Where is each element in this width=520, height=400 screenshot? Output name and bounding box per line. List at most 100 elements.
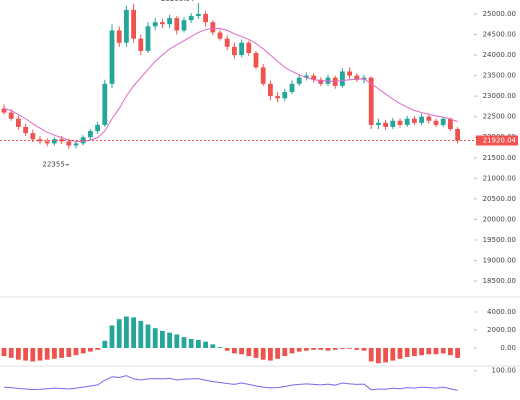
y-tick-label: 24500.00 xyxy=(483,31,516,39)
histogram-bar xyxy=(404,347,410,357)
histogram-bar xyxy=(131,317,136,348)
candle-body xyxy=(318,79,324,84)
candle-body xyxy=(275,96,280,99)
histogram-bar xyxy=(361,347,367,351)
candle-body xyxy=(448,118,453,130)
y-tick-label: 25000.00 xyxy=(483,10,516,18)
candle-body xyxy=(376,122,381,125)
histogram-bar xyxy=(376,347,381,364)
candle-body xyxy=(412,118,417,123)
histogram-bar xyxy=(347,347,352,349)
candle-body xyxy=(88,131,93,138)
candle-body xyxy=(282,92,288,99)
histogram-bar xyxy=(196,339,201,348)
histogram-bar xyxy=(289,347,295,354)
candle-body xyxy=(217,32,223,39)
candle-body xyxy=(246,42,252,54)
histogram-bar xyxy=(152,328,158,348)
candle-body xyxy=(66,141,72,146)
candle-body xyxy=(368,77,374,125)
histogram-bar xyxy=(383,347,388,363)
histogram-bar xyxy=(203,341,208,348)
histogram-bar xyxy=(440,347,446,354)
histogram-bar xyxy=(95,347,100,350)
histogram-bar xyxy=(397,347,403,359)
y-tick-label: 4000.00 xyxy=(487,308,516,316)
y-tick-label: 21500.00 xyxy=(483,154,516,162)
histogram-bar xyxy=(260,347,266,360)
histogram-bar xyxy=(145,324,151,348)
candle-body xyxy=(419,116,424,123)
histogram-bar xyxy=(253,347,259,358)
candle-body xyxy=(433,120,439,125)
histogram-bar xyxy=(426,347,432,355)
candle-body xyxy=(354,75,360,80)
y-tick-label: 23000.00 xyxy=(483,92,516,100)
candle-body xyxy=(109,30,115,84)
histogram-bar xyxy=(210,344,216,348)
candle-body xyxy=(152,22,158,27)
candle-body xyxy=(80,137,86,144)
candle-body xyxy=(23,126,28,134)
candle-body xyxy=(203,13,208,23)
histogram-bar xyxy=(433,347,439,355)
candle-body xyxy=(296,77,302,84)
y-tick-label: 2000.00 xyxy=(487,326,516,334)
candle-body xyxy=(138,38,144,51)
histogram-bar xyxy=(354,347,360,350)
histogram-bar xyxy=(304,347,309,351)
histogram-bar xyxy=(73,347,79,356)
histogram-bar xyxy=(8,347,14,358)
candle-body xyxy=(102,83,108,125)
histogram-bar xyxy=(37,347,43,361)
y-tick-label: 19000.00 xyxy=(483,256,516,264)
candle-body xyxy=(260,67,266,84)
candle-body xyxy=(174,18,180,31)
candle-body xyxy=(16,118,21,127)
candle-body xyxy=(224,38,230,47)
candle-body xyxy=(289,83,295,93)
histogram-bar xyxy=(419,347,424,356)
candle-body xyxy=(383,122,388,127)
last-price-box xyxy=(476,135,518,146)
histogram-bar xyxy=(390,347,396,361)
histogram-bar xyxy=(102,340,108,348)
histogram-bar xyxy=(116,319,122,348)
ma-line xyxy=(3,27,458,142)
candle-body xyxy=(232,46,237,56)
candle-body xyxy=(73,143,79,146)
y-tick-label: 23500.00 xyxy=(483,72,516,80)
histogram-bar xyxy=(217,347,223,348)
y-tick-label: 20000.00 xyxy=(483,215,516,223)
candle-body xyxy=(304,75,309,78)
histogram-bar xyxy=(268,347,273,361)
last-price-label: 21920.04 xyxy=(483,137,517,145)
histogram-bar xyxy=(59,347,64,358)
candle-body xyxy=(30,133,36,140)
candle-body xyxy=(426,116,432,121)
high-annotation: 25266.94 xyxy=(161,0,195,3)
histogram-bar xyxy=(16,347,21,360)
candle-body xyxy=(8,112,14,119)
histogram-bar xyxy=(44,347,50,360)
histogram-bar xyxy=(167,332,172,348)
candle-body xyxy=(347,71,352,76)
histogram-bar xyxy=(275,347,280,359)
y-tick-label: 22500.00 xyxy=(483,113,516,121)
candle-body xyxy=(268,83,273,97)
histogram-bar xyxy=(340,347,345,349)
candle-body xyxy=(95,124,100,132)
y-tick-label: 20500.00 xyxy=(483,195,516,203)
candle-body xyxy=(440,118,446,125)
candle-body xyxy=(160,22,165,25)
candle-body xyxy=(1,108,7,113)
histogram-bar xyxy=(325,347,331,351)
candle-body xyxy=(145,26,151,51)
candle-body xyxy=(311,75,316,80)
candle-body xyxy=(131,9,136,39)
histogram-bar xyxy=(224,347,230,351)
candle-body xyxy=(239,42,244,56)
histogram-bar xyxy=(160,330,165,348)
